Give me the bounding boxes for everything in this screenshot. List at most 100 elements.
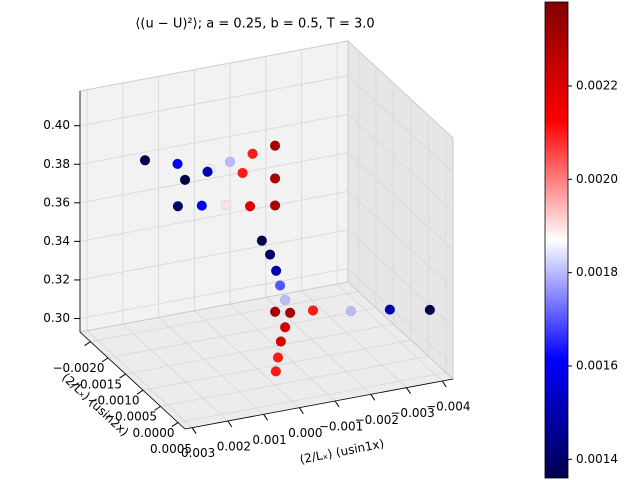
x-tick-label: 0.001: [252, 433, 286, 447]
back-pane: [79, 40, 349, 333]
y-axis-line: [79, 331, 186, 430]
point: [269, 306, 281, 317]
grid-line: [265, 297, 372, 395]
point: [279, 321, 291, 333]
point: [279, 294, 291, 306]
z-tick-label: 0.38: [43, 157, 70, 171]
point: [307, 305, 319, 316]
grid-line: [347, 75, 454, 173]
grid-line: [142, 339, 412, 391]
point: [179, 174, 191, 186]
colorbar-tick-label: 0.0020: [576, 172, 618, 186]
grid-line: [301, 290, 407, 388]
z-tick-label: 0.36: [43, 195, 70, 209]
grid-line: [122, 323, 229, 422]
x-tick-label: 0.003: [181, 446, 215, 460]
x-axis-label: (2/Lₓ) (usin1x): [298, 436, 385, 466]
x-tick-label: −0.003: [390, 406, 434, 420]
z-tick-label: 0.30: [43, 311, 70, 325]
x-tick-label: −0.002: [355, 413, 399, 427]
point: [139, 155, 151, 166]
tick-mark: [370, 394, 376, 401]
point: [264, 249, 276, 260]
y-tick-label: −0.0005: [105, 410, 157, 424]
x-tick-label: −0.001: [319, 420, 363, 434]
colorbar-tick-label: 0.0016: [576, 359, 618, 373]
colorbar: [544, 1, 569, 479]
tick-mark: [101, 357, 109, 363]
tick-mark: [298, 407, 304, 414]
z-tick-label: 0.34: [43, 234, 70, 248]
point: [224, 156, 236, 168]
point: [345, 305, 357, 317]
tick-mark: [136, 389, 144, 395]
colorbar-tick-label: 0.0018: [576, 265, 618, 279]
chart-title: ⟨(u − U)²⟩; a = 0.25, b = 0.5, T = 3.0: [135, 17, 374, 32]
point: [384, 304, 396, 315]
axes-panes: [78, 39, 455, 430]
x-tick-label: −0.004: [426, 400, 470, 414]
grid-line: [79, 229, 349, 281]
tick-mark: [227, 420, 233, 428]
tick-mark: [171, 422, 179, 427]
grid-line: [158, 317, 264, 415]
grid-line: [347, 229, 454, 328]
side-pane: [347, 39, 454, 381]
point: [269, 200, 281, 211]
grid-line: [79, 190, 349, 242]
grid-line: [79, 75, 349, 127]
grid-line: [337, 283, 443, 382]
grid-line: [79, 268, 349, 319]
grid-line: [79, 152, 349, 204]
grid-line: [229, 303, 336, 402]
x-axis-line: [184, 378, 454, 430]
point: [172, 158, 183, 170]
y-tick-label: −0.0015: [70, 377, 122, 391]
grid-line: [347, 152, 454, 251]
x-tick-label: 0.002: [217, 440, 251, 454]
grid-line: [177, 372, 447, 423]
point: [237, 167, 248, 179]
point: [202, 166, 213, 178]
tick-mark: [441, 380, 447, 388]
tick-mark: [406, 387, 411, 394]
grid-line: [194, 310, 300, 408]
grid-line: [125, 323, 394, 375]
point: [256, 235, 268, 246]
z-tick-label: 0.32: [43, 272, 70, 286]
grid-line: [79, 113, 349, 165]
point: [275, 336, 287, 347]
grid-line: [347, 191, 454, 289]
tick-mark: [84, 341, 91, 347]
x-tick-label: 0.000: [288, 426, 322, 440]
grid-line: [107, 307, 377, 359]
point: [172, 200, 184, 212]
tick-mark: [119, 373, 126, 379]
point: [270, 366, 282, 377]
tick-mark: [263, 414, 269, 421]
point: [274, 280, 286, 291]
point: [270, 265, 282, 277]
point: [272, 352, 284, 363]
y-tick-label: −0.0010: [87, 394, 139, 408]
colorbar-tick-label: 0.0022: [576, 79, 618, 93]
tick-mark: [191, 427, 197, 434]
y-tick-label: 0.0005: [150, 442, 192, 456]
grid-line: [347, 113, 454, 212]
tick-mark: [154, 405, 161, 411]
point: [269, 173, 281, 184]
point: [247, 148, 258, 159]
point: [196, 200, 208, 211]
grid-line: [90, 291, 359, 343]
point: [424, 304, 436, 316]
grid-line: [160, 355, 429, 407]
point: [269, 140, 281, 151]
grid-line: [86, 330, 193, 428]
y-tick-label: 0.0000: [133, 426, 175, 440]
point: [220, 199, 232, 211]
grid-line: [347, 268, 454, 366]
z-tick-label: 0.40: [43, 118, 70, 132]
colorbar-tick-label: 0.0014: [576, 452, 618, 466]
point: [244, 201, 256, 212]
